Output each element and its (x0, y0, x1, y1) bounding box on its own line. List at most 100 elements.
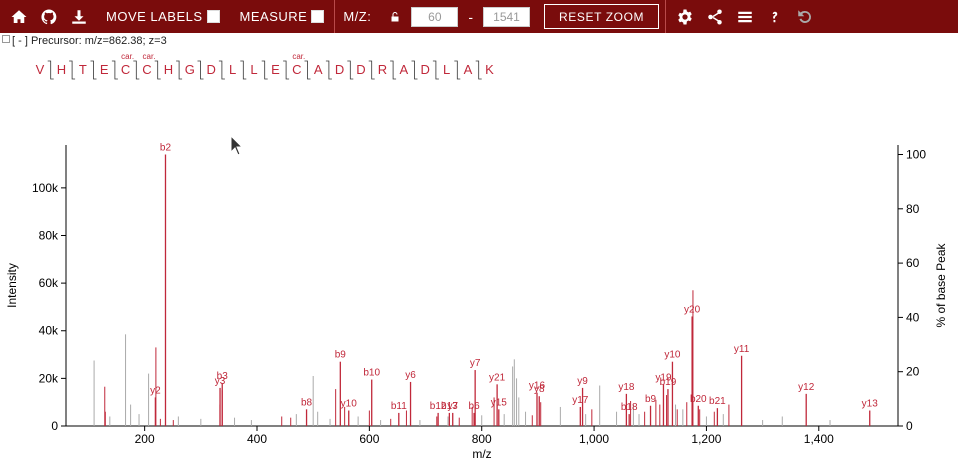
peak-label-b3: b3 (217, 371, 229, 382)
peak-label-y19: y19 (655, 372, 672, 383)
home-icon[interactable] (8, 6, 30, 28)
residue-14: D (335, 62, 344, 77)
measure-toggle[interactable]: MEASURE (240, 9, 325, 24)
x-tick-label: 800 (472, 432, 492, 446)
gear-icon[interactable] (674, 6, 696, 28)
peak-label-b11: b11 (391, 401, 407, 412)
peak-label-b9: b9 (645, 394, 657, 405)
peak-label-y10: y10 (341, 399, 358, 410)
residue-1: H (57, 62, 66, 77)
github-icon[interactable] (38, 6, 60, 28)
y2-tick-label: 20 (906, 365, 920, 379)
peak-label-y2: y2 (150, 385, 161, 396)
fragment-marker (90, 60, 97, 80)
mz-min-input[interactable] (411, 6, 459, 27)
residue-9: L (229, 62, 236, 77)
peak-label-y10: y10 (664, 350, 681, 361)
y-tick-label: 100k (32, 181, 59, 195)
y2-tick-label: 40 (906, 310, 920, 324)
help-icon[interactable] (764, 6, 786, 28)
residue-5: C (142, 62, 151, 77)
mouse-cursor-icon (230, 135, 244, 156)
peak-label-b2: b2 (160, 143, 172, 154)
fragment-marker (69, 60, 76, 80)
fragment-marker (47, 60, 54, 80)
fragment-marker (475, 60, 482, 80)
peak-label-b10: b10 (363, 368, 380, 379)
residue-7: G (185, 62, 195, 77)
modification-label-5: car. (143, 52, 156, 61)
menu-icon[interactable] (734, 6, 756, 28)
peak-label-y3: y3 (215, 376, 226, 387)
x-tick-label: 400 (247, 432, 267, 446)
x-tick-label: 600 (359, 432, 379, 446)
fragment-marker (133, 60, 140, 80)
peak-label-b9: b9 (335, 350, 347, 361)
move-labels-toggle[interactable]: MOVE LABELS (106, 9, 220, 24)
peak-label-b6: b6 (469, 401, 481, 412)
toolbar-separator (334, 0, 336, 33)
fragment-marker (283, 60, 290, 80)
move-labels-label: MOVE LABELS (106, 9, 203, 24)
y2-tick-label: 60 (906, 256, 920, 270)
fragment-marker (347, 60, 354, 80)
peak-label-b18: b18 (621, 402, 638, 413)
y2-tick-label: 0 (906, 419, 913, 433)
download-icon[interactable] (68, 6, 90, 28)
y2-tick-label: 100 (906, 148, 926, 162)
peak-label-y7: y7 (470, 358, 481, 369)
precursor-toggle[interactable]: [ - ] (12, 35, 28, 47)
peak-label-y16: y16 (529, 381, 546, 392)
fragment-marker (240, 60, 247, 80)
peak-label-y15: y15 (491, 397, 508, 408)
peak-label-b12: b12 (430, 401, 447, 412)
peak-label-y21: y21 (489, 372, 506, 383)
y-tick-label: 80k (39, 228, 59, 242)
fragment-marker (218, 60, 225, 80)
peak-label-b13: b13 (441, 401, 458, 412)
share-icon[interactable] (704, 6, 726, 28)
peak-label-b8: b8 (301, 397, 313, 408)
measure-checkbox[interactable] (311, 10, 325, 23)
peak-label-y12: y12 (798, 382, 815, 393)
mz-label: M/Z: (343, 9, 372, 24)
fragment-marker (432, 60, 439, 80)
fragment-marker (411, 60, 418, 80)
move-labels-checkbox[interactable] (206, 10, 220, 23)
y-tick-label: 60k (39, 276, 59, 290)
precursor-checkbox[interactable] (2, 35, 10, 43)
peak-label-y20: y20 (684, 304, 701, 315)
modification-label-12: car. (292, 52, 305, 61)
x-tick-label: 1,200 (691, 432, 721, 446)
residue-10: L (250, 62, 257, 77)
peak-label-b20: b20 (690, 394, 707, 405)
y2-tick-label: 80 (906, 202, 920, 216)
residue-15: D (356, 62, 365, 77)
peak-label-y18: y18 (618, 382, 635, 393)
fragment-marker (325, 60, 332, 80)
x-axis-title: m/z (472, 447, 491, 461)
fragment-marker (304, 60, 311, 80)
residue-16: R (378, 62, 387, 77)
residue-3: E (100, 62, 109, 77)
precursor-info: [ - ] Precursor: m/z=862.38; z=3 (12, 35, 167, 47)
lock-icon[interactable] (387, 6, 403, 28)
y-tick-label: 0 (51, 419, 58, 433)
x-tick-label: 1,000 (579, 432, 609, 446)
peak-label-y11: y11 (734, 344, 750, 355)
residue-0: V (36, 62, 45, 77)
undo-icon[interactable] (794, 6, 816, 28)
x-tick-label: 200 (135, 432, 155, 446)
peak-label-b21: b21 (709, 396, 726, 407)
mz-max-input[interactable] (483, 6, 531, 27)
fragment-marker (197, 60, 204, 80)
y2-axis-title: % of base Peak (934, 242, 948, 327)
residue-13: A (314, 62, 323, 77)
modification-label-4: car. (121, 52, 134, 61)
residue-11: E (271, 62, 280, 77)
fragment-marker (154, 60, 161, 80)
reset-zoom-button[interactable]: RESET ZOOM (544, 4, 660, 29)
residue-17: A (399, 62, 408, 77)
y-tick-label: 40k (39, 324, 59, 338)
